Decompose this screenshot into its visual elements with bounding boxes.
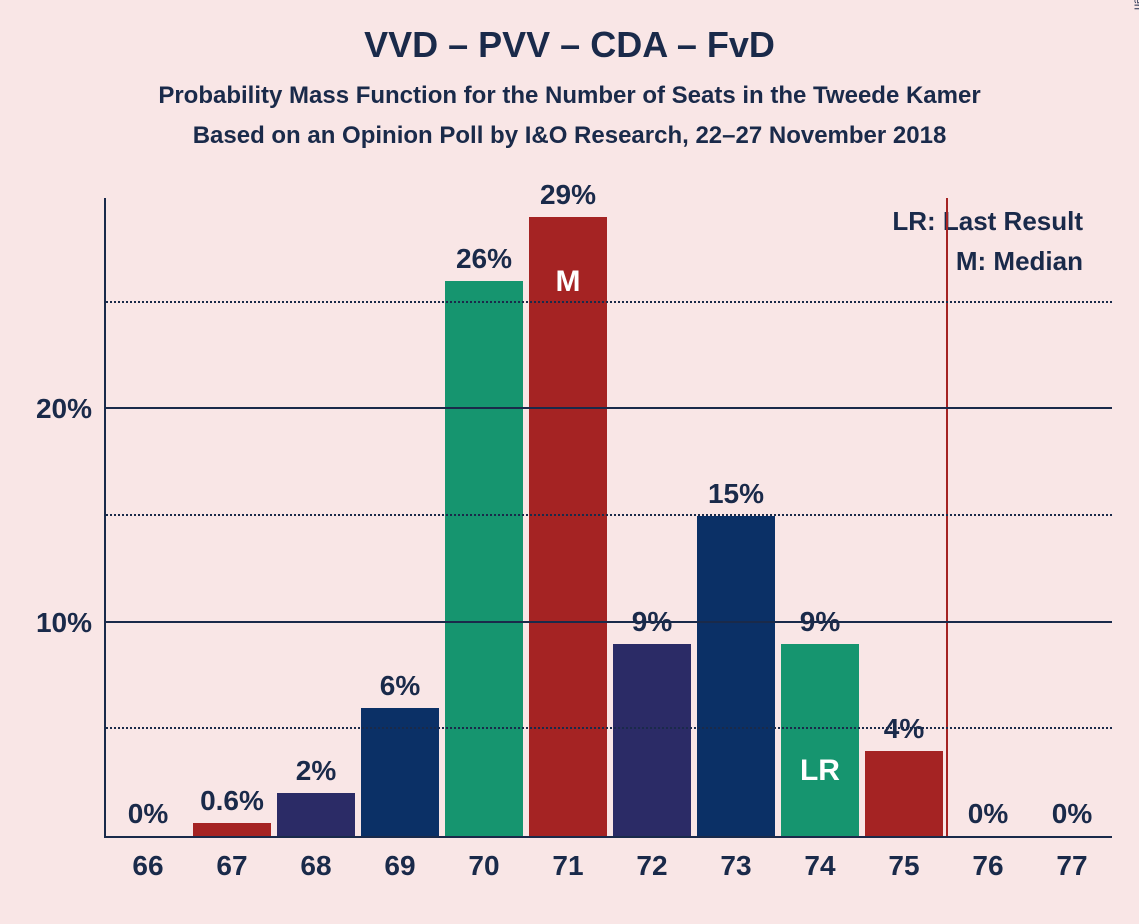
- gridline: [106, 621, 1112, 623]
- bar-74: 9%LR: [781, 644, 858, 836]
- bar-label: 9%: [800, 606, 840, 644]
- lr-reference-line: [946, 198, 948, 836]
- bar-75: 4%: [865, 751, 942, 836]
- x-tick-label: 75: [888, 836, 919, 882]
- y-tick-label: 20%: [36, 393, 106, 425]
- bar-67: 0.6%: [193, 823, 270, 836]
- chart-subtitle-2: Based on an Opinion Poll by I&O Research…: [0, 122, 1139, 150]
- x-tick-label: 73: [720, 836, 751, 882]
- x-tick-label: 68: [300, 836, 331, 882]
- bar-label: 2%: [296, 755, 336, 793]
- bar-label: 0.6%: [200, 785, 264, 823]
- bar-inner-label-lr: LR: [800, 754, 840, 788]
- bar-70: 26%: [445, 281, 522, 836]
- gridline: [106, 301, 1112, 303]
- gridline: [106, 514, 1112, 516]
- bar-73: 15%: [697, 516, 774, 836]
- bar-label: 29%: [540, 179, 596, 217]
- gridline: [106, 727, 1112, 729]
- x-tick-label: 71: [552, 836, 583, 882]
- x-tick-label: 72: [636, 836, 667, 882]
- bars-container: 0%0.6%2%6%26%29%M9%15%9%LR4%0%0%: [106, 198, 1112, 836]
- bar-68: 2%: [277, 793, 354, 836]
- copyright-text: © 2020 Filip van Laenen: [1131, 0, 1139, 10]
- bar-label: 9%: [632, 606, 672, 644]
- x-tick-label: 70: [468, 836, 499, 882]
- gridline: [106, 407, 1112, 409]
- bar-label: 15%: [708, 478, 764, 516]
- bar-label: 0%: [1052, 798, 1092, 836]
- y-tick-label: 10%: [36, 607, 106, 639]
- plot-area: 0%0.6%2%6%26%29%M9%15%9%LR4%0%0% 10%20%6…: [104, 198, 1112, 838]
- bar-label: 6%: [380, 670, 420, 708]
- x-tick-label: 74: [804, 836, 835, 882]
- x-tick-label: 77: [1056, 836, 1087, 882]
- x-tick-label: 66: [132, 836, 163, 882]
- x-tick-label: 76: [972, 836, 1003, 882]
- bar-label: 0%: [128, 798, 168, 836]
- bar-label: 0%: [968, 798, 1008, 836]
- chart-subtitle-1: Probability Mass Function for the Number…: [0, 82, 1139, 110]
- chart-title: VVD – PVV – CDA – FvD: [0, 0, 1139, 66]
- bar-inner-label-m: M: [555, 265, 580, 299]
- x-tick-label: 67: [216, 836, 247, 882]
- bar-label: 26%: [456, 243, 512, 281]
- x-tick-label: 69: [384, 836, 415, 882]
- bar-71: 29%M: [529, 217, 606, 836]
- bar-72: 9%: [613, 644, 690, 836]
- bar-label: 4%: [884, 713, 924, 751]
